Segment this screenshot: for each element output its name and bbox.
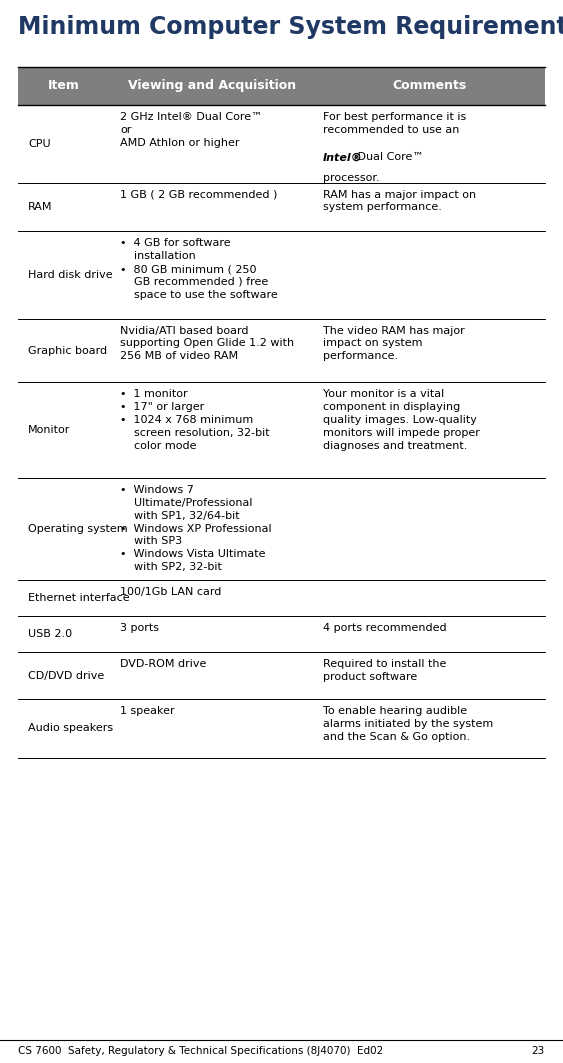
Text: RAM: RAM	[28, 202, 52, 212]
Text: USB 2.0: USB 2.0	[28, 629, 72, 639]
Text: Operating system: Operating system	[28, 524, 128, 534]
Text: 23: 23	[531, 1046, 545, 1056]
Text: CD/DVD drive: CD/DVD drive	[28, 671, 104, 680]
Text: Comments: Comments	[392, 80, 466, 92]
Text: Nvidia/ATI based board
supporting Open Glide 1.2 with
256 MB of video RAM: Nvidia/ATI based board supporting Open G…	[120, 325, 294, 361]
Text: 3 ports: 3 ports	[120, 623, 159, 634]
Text: CS 7600  Safety, Regulatory & Technical Specifications (8J4070)  Ed02: CS 7600 Safety, Regulatory & Technical S…	[18, 1046, 383, 1056]
Bar	[18, 67, 545, 105]
Text: CPU: CPU	[28, 139, 51, 149]
Text: processor.: processor.	[323, 173, 380, 183]
Text: Audio speakers: Audio speakers	[28, 724, 113, 733]
Text: Hard disk drive: Hard disk drive	[28, 270, 113, 280]
Text: Intel®: Intel®	[323, 152, 363, 163]
Text: Item: Item	[48, 80, 80, 92]
Text: Required to install the
product software: Required to install the product software	[323, 659, 446, 682]
Text: Monitor: Monitor	[28, 425, 70, 435]
Text: Minimum Computer System Requirements: Minimum Computer System Requirements	[18, 15, 563, 39]
Text: 1 GB ( 2 GB recommended ): 1 GB ( 2 GB recommended )	[120, 189, 278, 200]
Text: To enable hearing audible
alarms initiated by the system
and the Scan & Go optio: To enable hearing audible alarms initiat…	[323, 706, 493, 742]
Text: 4 ports recommended: 4 ports recommended	[323, 623, 447, 634]
Text: Ethernet interface: Ethernet interface	[28, 593, 129, 603]
Text: 1 speaker: 1 speaker	[120, 706, 175, 716]
Text: DVD-ROM drive: DVD-ROM drive	[120, 659, 207, 670]
Text: For best performance it is
recommended to use an: For best performance it is recommended t…	[323, 112, 466, 135]
Text: 2 GHz Intel® Dual Core™
or
AMD Athlon or higher: 2 GHz Intel® Dual Core™ or AMD Athlon or…	[120, 112, 262, 148]
Text: Graphic board: Graphic board	[28, 345, 107, 355]
Text: •  1 monitor
•  17" or larger
•  1024 x 768 minimum
    screen resolution, 32-bi: • 1 monitor • 17" or larger • 1024 x 768…	[120, 389, 270, 451]
Text: •  Windows 7
    Ultimate/Professional
    with SP1, 32/64-bit
•  Windows XP Pro: • Windows 7 Ultimate/Professional with S…	[120, 485, 272, 572]
Text: •  4 GB for software
    installation
•  80 GB minimum ( 250
    GB recommended : • 4 GB for software installation • 80 GB…	[120, 238, 278, 300]
Text: The video RAM has major
impact on system
performance.: The video RAM has major impact on system…	[323, 325, 465, 361]
Text: Your monitor is a vital
component in displaying
quality images. Low-quality
moni: Your monitor is a vital component in dis…	[323, 389, 480, 451]
Text: 100/1Gb LAN card: 100/1Gb LAN card	[120, 587, 222, 597]
Text: Dual Core™: Dual Core™	[354, 152, 424, 163]
Text: Viewing and Acquisition: Viewing and Acquisition	[128, 80, 296, 92]
Text: RAM has a major impact on
system performance.: RAM has a major impact on system perform…	[323, 189, 476, 213]
